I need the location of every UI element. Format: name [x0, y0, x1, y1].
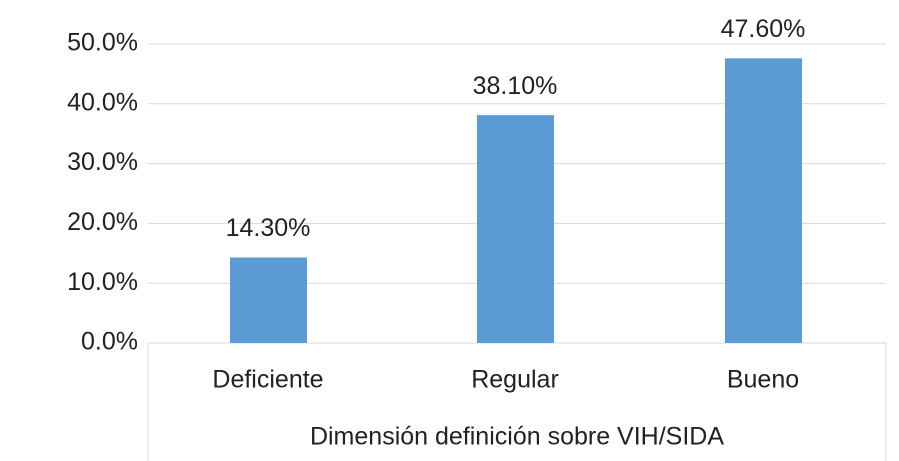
y-tick-label: 30.0% [67, 148, 138, 176]
x-tick-label: Bueno [727, 366, 799, 394]
data-label: 14.30% [226, 214, 311, 242]
bar [477, 115, 554, 343]
data-label: 38.10% [473, 72, 558, 100]
y-tick-label: 40.0% [67, 88, 138, 116]
bar [230, 257, 307, 343]
x-axis-label: Dimensión definición sobre VIH/SIDA [310, 423, 724, 451]
bar [725, 58, 802, 344]
x-tick-label: Regular [471, 366, 559, 394]
y-tick-label: 0.0% [81, 328, 138, 356]
y-tick-label: 50.0% [67, 29, 138, 57]
data-label: 47.60% [721, 15, 806, 43]
y-tick-label: 10.0% [67, 268, 138, 296]
x-tick-label: Deficiente [212, 366, 323, 394]
y-tick-label: 20.0% [67, 208, 138, 236]
